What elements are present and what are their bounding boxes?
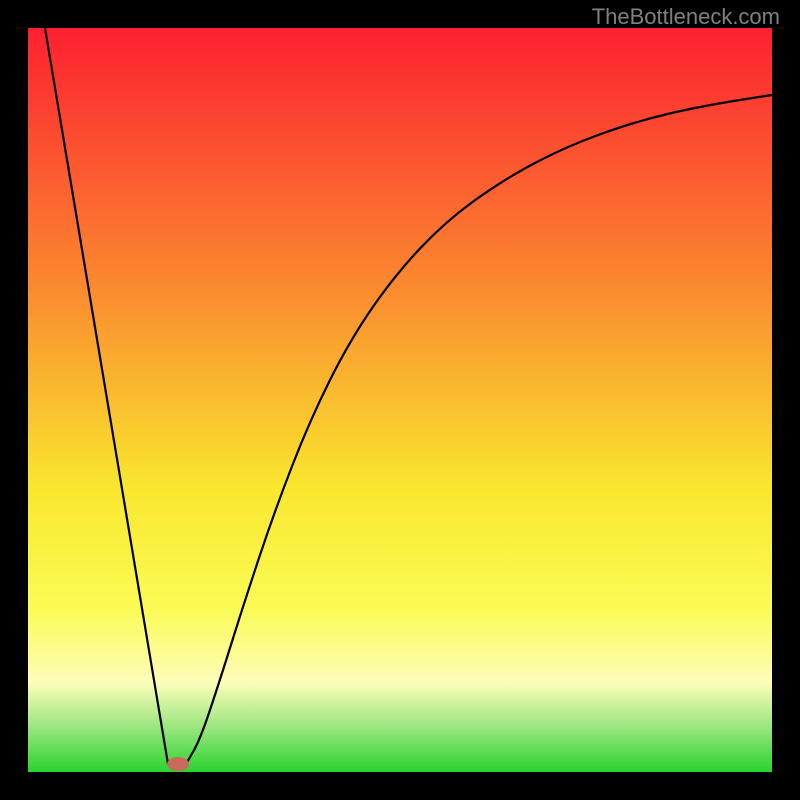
optimum-marker [167,757,189,771]
plot-area [28,28,772,772]
chart-container: TheBottleneck.com [0,0,800,800]
watermark-text: TheBottleneck.com [592,4,780,30]
chart-svg [0,0,800,800]
